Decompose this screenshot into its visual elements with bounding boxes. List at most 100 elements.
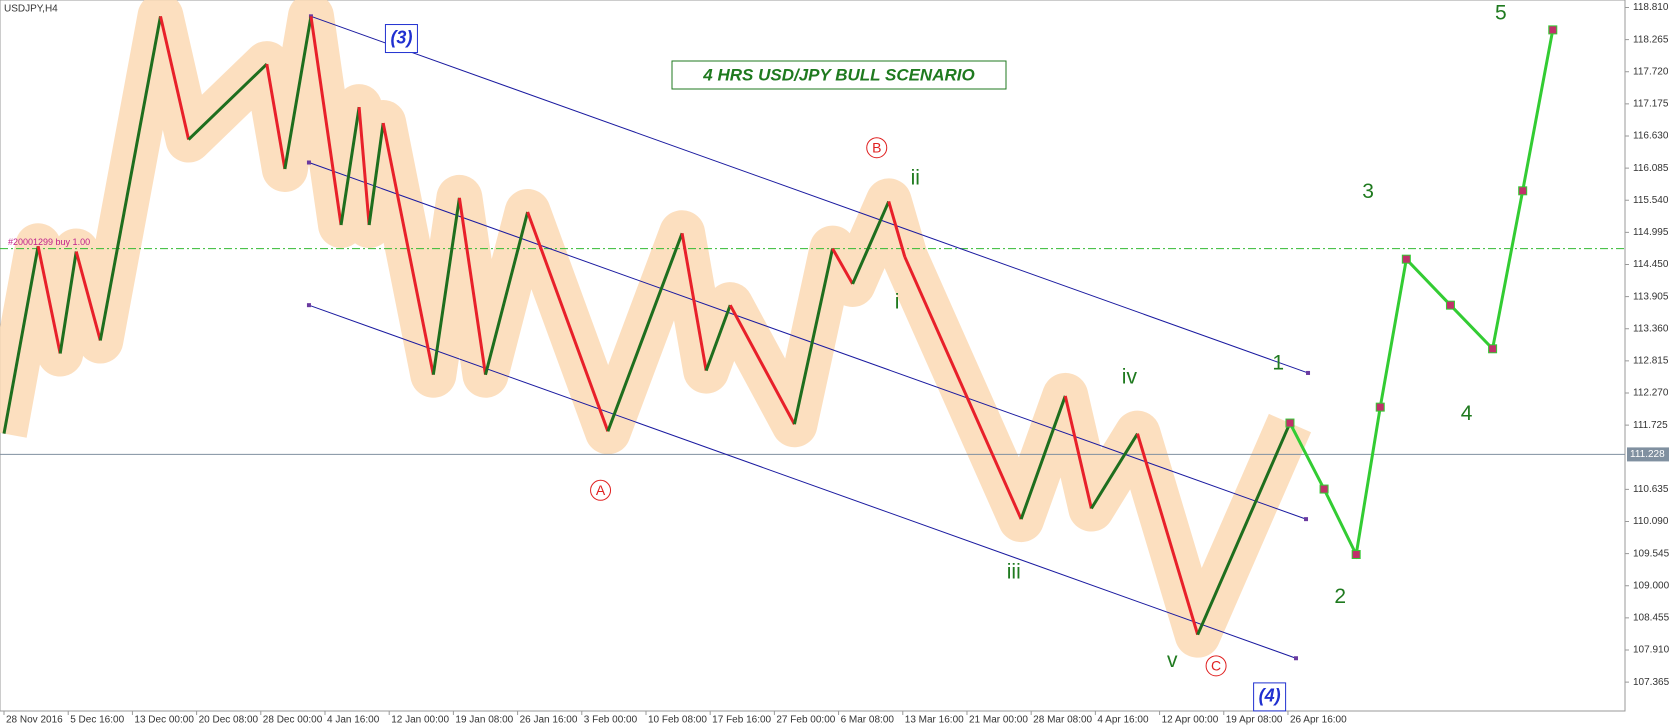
wave-label: v — [1167, 649, 1178, 672]
wave-label: iv — [1122, 365, 1138, 388]
projection-point — [1548, 25, 1558, 35]
y-tick-label: 107.910 — [1633, 645, 1670, 656]
y-tick-label: 116.085 — [1633, 163, 1669, 174]
x-tick-label: 26 Jan 16:00 — [520, 715, 578, 726]
swing-segment — [728, 304, 796, 425]
wave-circle — [866, 137, 888, 159]
swing-segment — [309, 16, 343, 226]
wave-label: (3) — [390, 27, 412, 47]
x-tick-label: 28 Nov 2016 — [6, 715, 63, 726]
wave-label: 3 — [1362, 180, 1374, 203]
swing-segment — [367, 122, 385, 226]
channel-line — [308, 304, 1297, 659]
y-tick-label: 109.000 — [1633, 580, 1670, 591]
x-tick-label: 21 Mar 00:00 — [969, 715, 1028, 726]
x-tick-label: 19 Apr 08:00 — [1226, 715, 1283, 726]
wave-label: ii — [911, 166, 920, 189]
projection-point — [1488, 344, 1498, 354]
projection-point — [1375, 402, 1385, 412]
swing-segment — [58, 251, 78, 354]
title-box — [671, 60, 1007, 90]
x-tick-label: 19 Jan 08:00 — [455, 715, 513, 726]
channel-anchor — [306, 303, 311, 308]
wave-label: 2 — [1334, 585, 1346, 608]
x-tick-label: 4 Apr 16:00 — [1097, 715, 1149, 726]
channel-anchor — [306, 160, 311, 165]
wave-box — [384, 24, 418, 54]
wave-label: (4) — [1259, 686, 1281, 706]
wave-label: i — [895, 290, 900, 313]
swing-segment — [484, 211, 530, 376]
y-tick-label: 116.630 — [1633, 131, 1669, 142]
x-tick-label: 6 Mar 08:00 — [841, 715, 895, 726]
swing-segment — [831, 247, 854, 285]
current-price-box — [1627, 447, 1669, 462]
y-tick-label: 117.175 — [1633, 99, 1669, 110]
y-tick-label: 110.635 — [1633, 484, 1669, 495]
swing-segment — [1136, 433, 1200, 636]
y-tick-label: 107.365 — [1633, 677, 1670, 688]
x-tick-label: 28 Mar 08:00 — [1033, 715, 1092, 726]
swing-segment — [851, 200, 891, 285]
wave-circle — [590, 479, 612, 501]
chart-title: 4 HRS USD/JPY BULL SCENARIO — [702, 65, 974, 84]
y-tick-label: 112.270 — [1633, 388, 1669, 399]
channel-line — [308, 162, 1307, 520]
swing-segment — [704, 304, 732, 372]
y-tick-label: 110.090 — [1633, 516, 1669, 527]
symbol: USDJPY,H4 — [4, 4, 58, 15]
wave-label: iii — [1007, 560, 1021, 583]
x-tick-label: 13 Dec 00:00 — [134, 715, 194, 726]
y-tick-label: 113.360 — [1633, 323, 1669, 334]
y-tick-label: 118.810 — [1633, 2, 1669, 13]
order-label: #20001299 buy 1.00 — [8, 237, 90, 247]
y-tick-label: 114.450 — [1633, 259, 1669, 270]
y-tick-label: 109.545 — [1633, 548, 1670, 559]
projection-point — [1518, 186, 1528, 196]
current-price-label: 111.228 — [1630, 449, 1665, 460]
x-tick-label: 20 Dec 08:00 — [199, 715, 259, 726]
x-tick-label: 4 Jan 16:00 — [327, 715, 380, 726]
swing-segment — [98, 16, 162, 341]
swing-segment — [457, 197, 487, 375]
x-tick-label: 27 Feb 00:00 — [776, 715, 835, 726]
swing-segment — [357, 106, 371, 226]
y-tick-label: 117.720 — [1633, 66, 1669, 77]
swing-segment — [74, 251, 102, 341]
channel-anchor — [1306, 370, 1311, 375]
swing-segment — [2, 245, 40, 434]
channel-line — [310, 15, 1309, 374]
channel-anchor — [1304, 517, 1309, 522]
wave-label: 1 — [1272, 352, 1284, 375]
swing-segment — [606, 232, 684, 432]
swing-segment — [187, 62, 268, 141]
swing-segment — [283, 16, 313, 170]
swing-segment — [526, 211, 610, 432]
swing-segment — [1019, 395, 1067, 520]
swing-segment — [339, 106, 361, 226]
wave-circle — [1205, 655, 1227, 677]
projection-point — [1351, 549, 1361, 559]
x-tick-label: 26 Apr 16:00 — [1290, 715, 1347, 726]
x-tick-label: 17 Feb 16:00 — [712, 715, 771, 726]
swing-segment — [792, 248, 835, 425]
x-tick-label: 10 Feb 08:00 — [648, 715, 707, 726]
y-tick-label: 112.815 — [1633, 356, 1669, 367]
swing-segment — [1090, 432, 1139, 510]
swing-segment — [381, 122, 435, 376]
swing-segment — [1063, 395, 1093, 509]
x-tick-label: 13 Mar 16:00 — [905, 715, 964, 726]
x-tick-label: 12 Jan 00:00 — [391, 715, 449, 726]
wave-label: B — [872, 139, 881, 155]
wave-label: C — [1211, 658, 1221, 674]
projection-point — [1401, 254, 1411, 264]
swing-segment — [36, 245, 62, 354]
x-tick-label: 5 Dec 16:00 — [70, 715, 124, 726]
swing-segment — [1196, 422, 1292, 636]
wave-label: 4 — [1461, 402, 1473, 425]
y-tick-label: 113.905 — [1633, 291, 1669, 302]
wave-label: A — [596, 482, 606, 498]
swing-segment — [680, 232, 708, 371]
swing-segment — [431, 197, 461, 375]
